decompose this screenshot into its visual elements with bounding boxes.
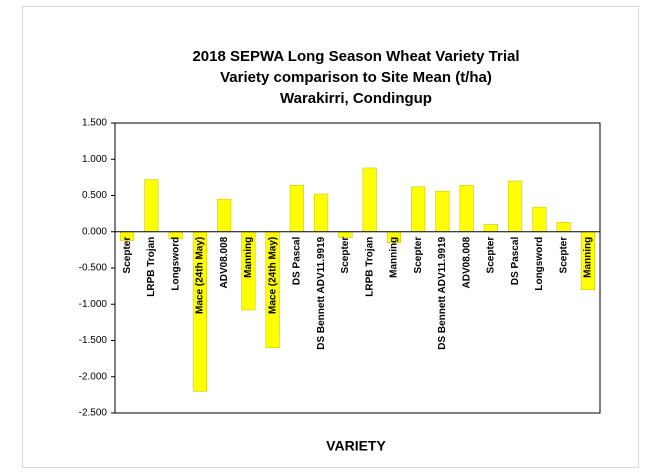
x-tick-label: DS Bennett ADV11.9919 <box>316 236 327 349</box>
x-tick-label: Manning <box>243 237 254 278</box>
bar <box>289 185 304 233</box>
x-tick-label: ADV08.008 <box>461 236 472 288</box>
y-tick-label: -0.500 <box>79 263 108 274</box>
y-tick-label: 1.500 <box>82 118 107 129</box>
y-tick-label: 0.500 <box>82 190 107 201</box>
x-tick-label: Mace (24th May) <box>195 237 206 314</box>
bar <box>217 198 232 232</box>
x-axis-label: VARIETY <box>326 438 386 454</box>
y-tick-label: -1.000 <box>79 299 108 310</box>
chart-title: Variety comparison to Site Mean (t/ha) <box>220 69 492 86</box>
bar <box>338 231 353 238</box>
bar <box>532 206 547 233</box>
x-tick-label: DS Pascal <box>292 237 303 286</box>
x-tick-label: Scepter <box>486 237 497 274</box>
x-tick-label: Scepter <box>340 237 351 274</box>
bar <box>556 222 571 232</box>
chart-title: Warakirri, Condingup <box>280 90 432 107</box>
x-tick-label: Scepter <box>558 237 569 274</box>
x-tick-label: ADV08.008 <box>219 236 230 288</box>
x-tick-label: DS Pascal <box>510 237 521 286</box>
bar <box>435 190 450 232</box>
x-tick-label: Manning <box>389 237 400 278</box>
y-tick-label: -2.000 <box>79 371 108 382</box>
x-tick-label: LRPB Trojan <box>146 237 157 297</box>
x-tick-label: Manning <box>583 237 594 278</box>
bar <box>144 179 159 233</box>
bar <box>508 180 523 232</box>
x-tick-label: LRPB Trojan <box>364 237 375 297</box>
y-tick-label: -1.500 <box>79 335 108 346</box>
x-tick-label: Mace (24th May) <box>267 237 278 314</box>
bar <box>411 186 426 233</box>
bar <box>483 224 498 232</box>
x-tick-label: DS Bennett ADV11.9919 <box>437 236 448 349</box>
chart-title: 2018 SEPWA Long Season Wheat Variety Tri… <box>192 48 519 65</box>
bar <box>459 185 474 233</box>
x-tick-label: Scepter <box>122 237 133 274</box>
bar <box>314 193 329 233</box>
y-tick-label: 1.000 <box>82 154 107 165</box>
y-tick-label: 0.000 <box>82 226 107 237</box>
x-tick-label: Longsword <box>170 237 181 291</box>
y-tick-label: -2.500 <box>79 408 108 419</box>
bar <box>362 167 377 232</box>
x-tick-label: Longsword <box>534 237 545 291</box>
x-tick-label: Scepter <box>413 237 424 274</box>
